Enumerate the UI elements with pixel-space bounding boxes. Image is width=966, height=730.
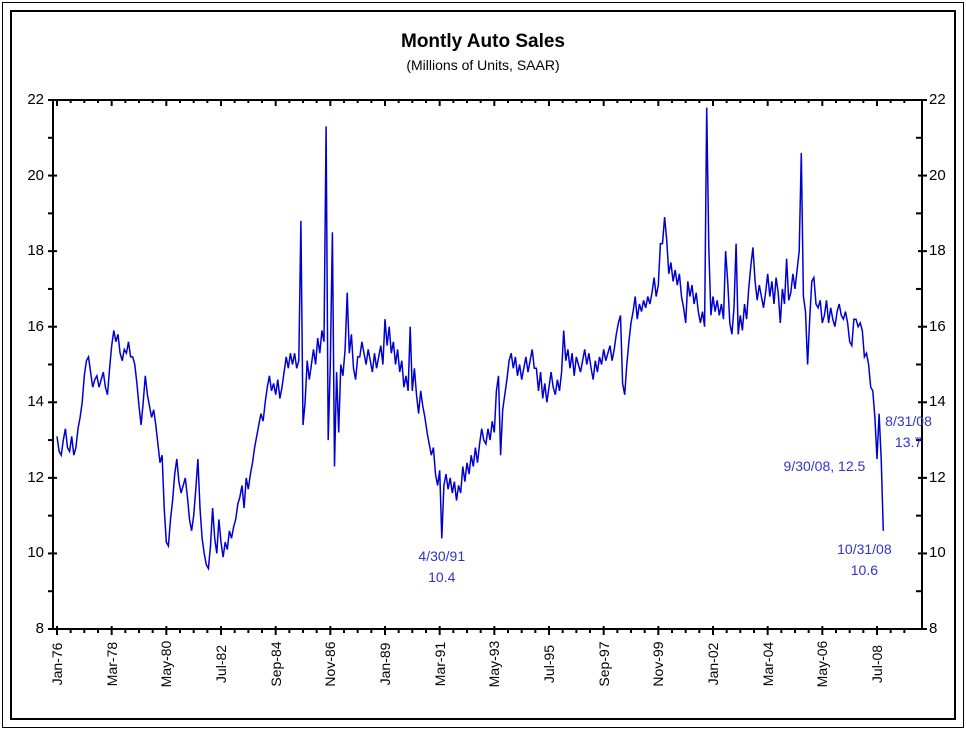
y-axis-label-right-8: 8	[929, 620, 938, 637]
y-axis-label-left-14: 14	[27, 393, 44, 411]
x-axis-label-May-06: May-06	[814, 640, 831, 688]
y-axis-label-left-12: 12	[27, 468, 44, 486]
series-layer	[56, 107, 885, 571]
x-axis-label-Nov-99: Nov-99	[650, 641, 667, 687]
y-axis-label-right-14: 14	[929, 393, 946, 411]
y-axis-label-left-18: 18	[27, 242, 44, 260]
x-axis-label-Sep-97: Sep-97	[595, 641, 612, 687]
y-axis-label-right-18: 18	[929, 242, 946, 260]
annotation-8-31-08: 8/31/08 13.7	[885, 413, 932, 451]
annotation-9-30-08-12-5: 9/30/08, 12.5	[783, 457, 866, 474]
x-axis-label-Sep-84: Sep-84	[267, 641, 284, 687]
x-axis-label-Nov-86: Nov-86	[322, 641, 339, 687]
y-axis-label-right-10: 10	[929, 544, 946, 562]
x-axis-label-Jan-89: Jan-89	[377, 642, 393, 686]
chart-subtitle: (Millions of Units, SAAR)	[406, 57, 560, 73]
y-axis-label-right-16: 16	[929, 317, 946, 335]
annotation-10-31-08: 10/31/08 10.6	[837, 540, 892, 578]
axes-layer	[48, 99, 927, 635]
y-axis-label-left-22: 22	[27, 91, 44, 108]
y-axis-label-left-10: 10	[27, 544, 44, 562]
x-axis-label-Jan-76: Jan-76	[49, 642, 65, 686]
x-axis-label-Mar-04: Mar-04	[759, 641, 776, 687]
x-axis-label-May-80: May-80	[158, 640, 175, 688]
x-axis-label-Jul-95: Jul-95	[541, 644, 557, 684]
x-axis-label-Jan-02: Jan-02	[705, 642, 721, 686]
y-axis-label-right-22: 22	[929, 91, 946, 108]
x-axis-label-Mar-91: Mar-91	[431, 641, 448, 687]
x-axis-label-May-93: May-93	[486, 640, 503, 688]
chart-title: Montly Auto Sales	[401, 31, 565, 52]
x-axis-label-Mar-78: Mar-78	[103, 641, 120, 687]
y-axis-label-left-8: 8	[35, 620, 44, 637]
y-axis-label-left-20: 20	[27, 166, 44, 184]
annotation-4-30-91: 4/30/91 10.4	[418, 548, 466, 586]
y-axis-label-right-12: 12	[929, 468, 946, 486]
x-axis-label-Jul-82: Jul-82	[213, 644, 229, 684]
y-axis-label-left-16: 16	[27, 317, 44, 335]
y-axis-label-right-20: 20	[929, 166, 946, 184]
auto-sales-series-line	[56, 107, 885, 571]
x-axis-label-Jul-08: Jul-08	[869, 644, 885, 684]
